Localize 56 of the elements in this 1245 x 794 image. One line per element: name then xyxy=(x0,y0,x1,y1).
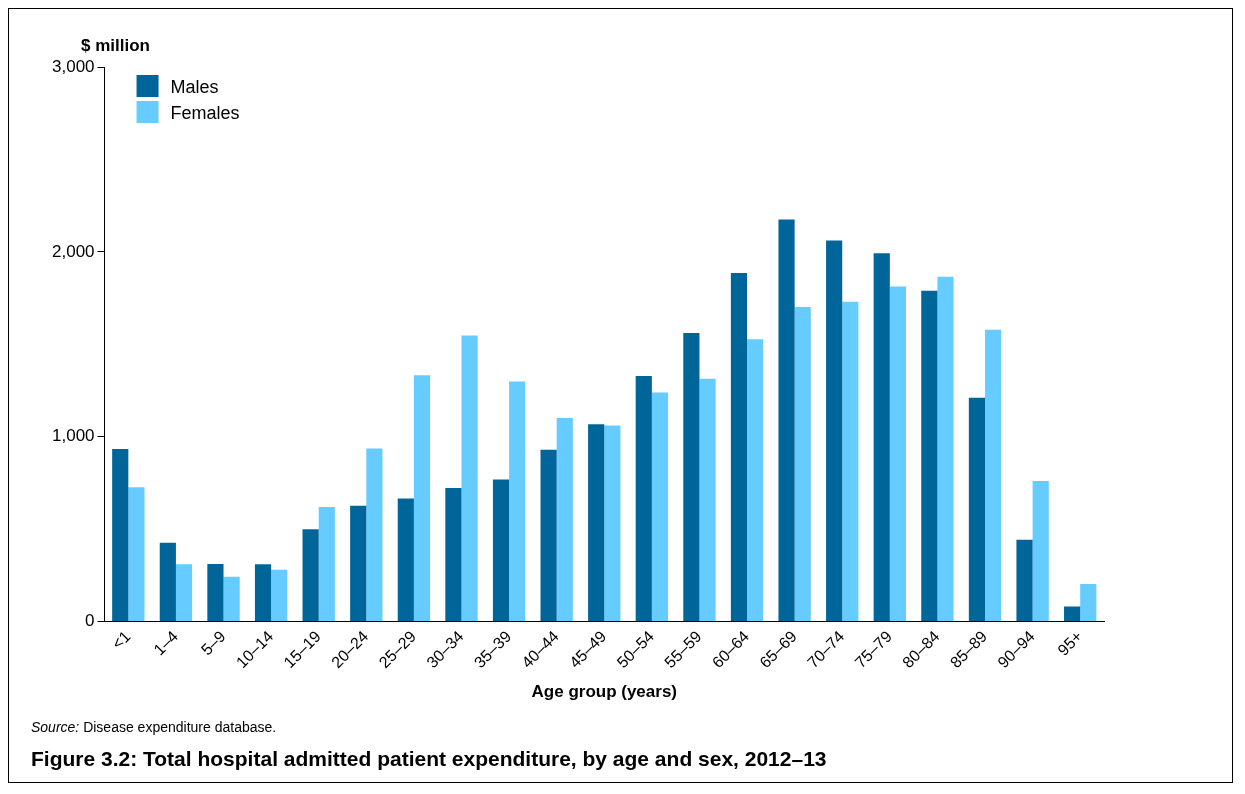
bar xyxy=(588,424,605,622)
y-tick-label: 2,000 xyxy=(51,241,95,261)
bar xyxy=(159,542,176,622)
source-note: Source: Disease expenditure database. xyxy=(31,719,278,735)
bar xyxy=(540,449,557,622)
bar xyxy=(842,301,859,622)
bar xyxy=(254,564,272,622)
x-tick-label: 1–4 xyxy=(150,627,182,659)
bar xyxy=(873,253,890,622)
x-axis-title: Age group (years) xyxy=(531,682,678,702)
bar xyxy=(112,448,129,622)
bar xyxy=(826,240,843,622)
bar xyxy=(445,488,462,622)
bar xyxy=(492,479,510,622)
bar xyxy=(397,498,414,622)
y-tick-label: 3,000 xyxy=(51,56,95,76)
legend-label: Females xyxy=(170,102,240,123)
bar xyxy=(778,219,795,622)
bar xyxy=(937,276,954,622)
bar xyxy=(794,306,811,622)
text: Figure 3.2: Total hospital admitted patient expenditure, by age and sex, 2012–13 xyxy=(31,747,828,771)
bar xyxy=(747,339,764,622)
bar xyxy=(921,290,938,622)
x-tick-label: 95+ xyxy=(1054,627,1086,659)
bar xyxy=(1032,480,1049,622)
bar xyxy=(985,329,1002,622)
bar xyxy=(651,392,669,622)
bar xyxy=(699,378,716,622)
bar xyxy=(413,375,431,622)
bar xyxy=(461,335,478,622)
bar xyxy=(730,273,748,622)
x-tick-label: 5–9 xyxy=(197,627,229,659)
bar xyxy=(1016,539,1033,622)
bar xyxy=(683,333,700,622)
bar xyxy=(1064,606,1081,622)
bar xyxy=(604,425,621,622)
y-tick-label: 0 xyxy=(85,611,95,631)
bar xyxy=(889,286,907,622)
bar xyxy=(128,487,145,622)
bar xyxy=(271,569,288,622)
bar xyxy=(1080,584,1097,622)
bar xyxy=(318,506,335,622)
legend-label: Males xyxy=(170,76,219,97)
bar xyxy=(207,563,224,622)
bar xyxy=(175,564,193,622)
bar xyxy=(509,381,526,622)
bar xyxy=(366,448,383,622)
bar xyxy=(556,418,573,622)
y-axis-title: $ million xyxy=(81,36,150,56)
bar xyxy=(350,505,367,622)
bar xyxy=(223,576,240,622)
bar xyxy=(635,376,652,622)
y-tick-label: 1,000 xyxy=(51,426,95,446)
x-tick-label: <1 xyxy=(108,627,134,653)
bar xyxy=(302,529,319,622)
bar xyxy=(968,397,986,622)
